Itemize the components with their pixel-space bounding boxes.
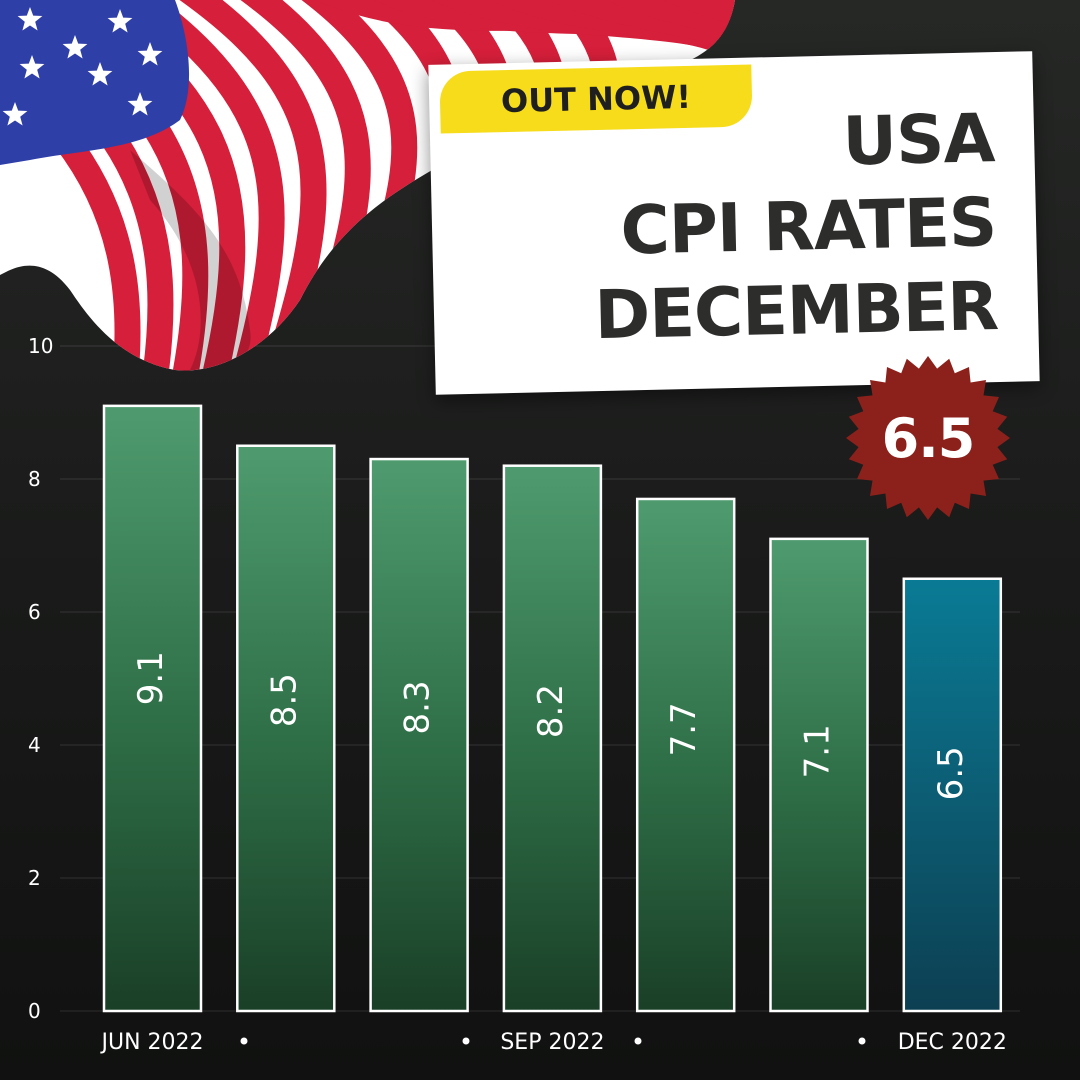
x-tick-dot [240, 1037, 248, 1045]
value-seal-label: 6.5 [881, 406, 976, 470]
y-tick-label: 2 [28, 866, 41, 890]
x-tick-dot [634, 1037, 642, 1045]
y-axis: 0 2 4 6 8 10 [28, 334, 53, 1023]
bar [769, 537, 869, 1013]
x-tick-dot [462, 1037, 470, 1045]
bar [236, 444, 336, 1013]
bar-value-label: 7.7 [664, 702, 704, 756]
x-tick-label: DEC 2022 [898, 1030, 1007, 1055]
bar-value-label: 7.1 [798, 724, 838, 778]
bar-value-label: 8.5 [264, 673, 304, 727]
bar-value-label: 6.5 [931, 746, 971, 800]
y-tick-label: 4 [28, 733, 41, 757]
out-now-badge: OUT NOW! [439, 64, 753, 134]
bar-value-label: 8.3 [398, 680, 438, 734]
bar [902, 577, 1003, 1013]
y-tick-label: 10 [28, 334, 53, 358]
y-tick-label: 8 [28, 467, 41, 491]
bar [502, 464, 603, 1013]
bar-value-label: 9.1 [131, 651, 171, 705]
title-line-december: DECEMBER [593, 267, 999, 355]
bar-value-label: 8.2 [531, 684, 571, 738]
bar [369, 457, 469, 1013]
headline-title: USA CPI RATES DECEMBER [590, 96, 999, 357]
x-tick-label: SEP 2022 [500, 1030, 604, 1055]
flag-star-icon [2, 102, 28, 126]
flag-star-icon [127, 92, 153, 116]
title-line-cpi-rates: CPI RATES [619, 183, 997, 270]
flag-star-icon [87, 62, 113, 86]
x-axis: JUN 2022 SEP 2022 DEC 2022 [99, 1030, 1006, 1055]
flag-star-icon [17, 7, 43, 31]
x-tick-label: JUN 2022 [99, 1030, 203, 1055]
bar [102, 404, 203, 1013]
flag-star-icon [107, 9, 133, 33]
bars: 9.1 8.5 8.3 8.2 7.7 7.1 6.5 [102, 404, 1003, 1013]
value-seal-icon [846, 356, 1010, 520]
y-tick-label: 0 [28, 999, 41, 1023]
bar [635, 497, 736, 1013]
flag-star-icon [19, 55, 45, 79]
x-tick-dot [858, 1037, 866, 1045]
flag-star-icon [137, 42, 163, 66]
y-tick-label: 6 [28, 600, 41, 624]
flag-star-icon [62, 35, 88, 59]
